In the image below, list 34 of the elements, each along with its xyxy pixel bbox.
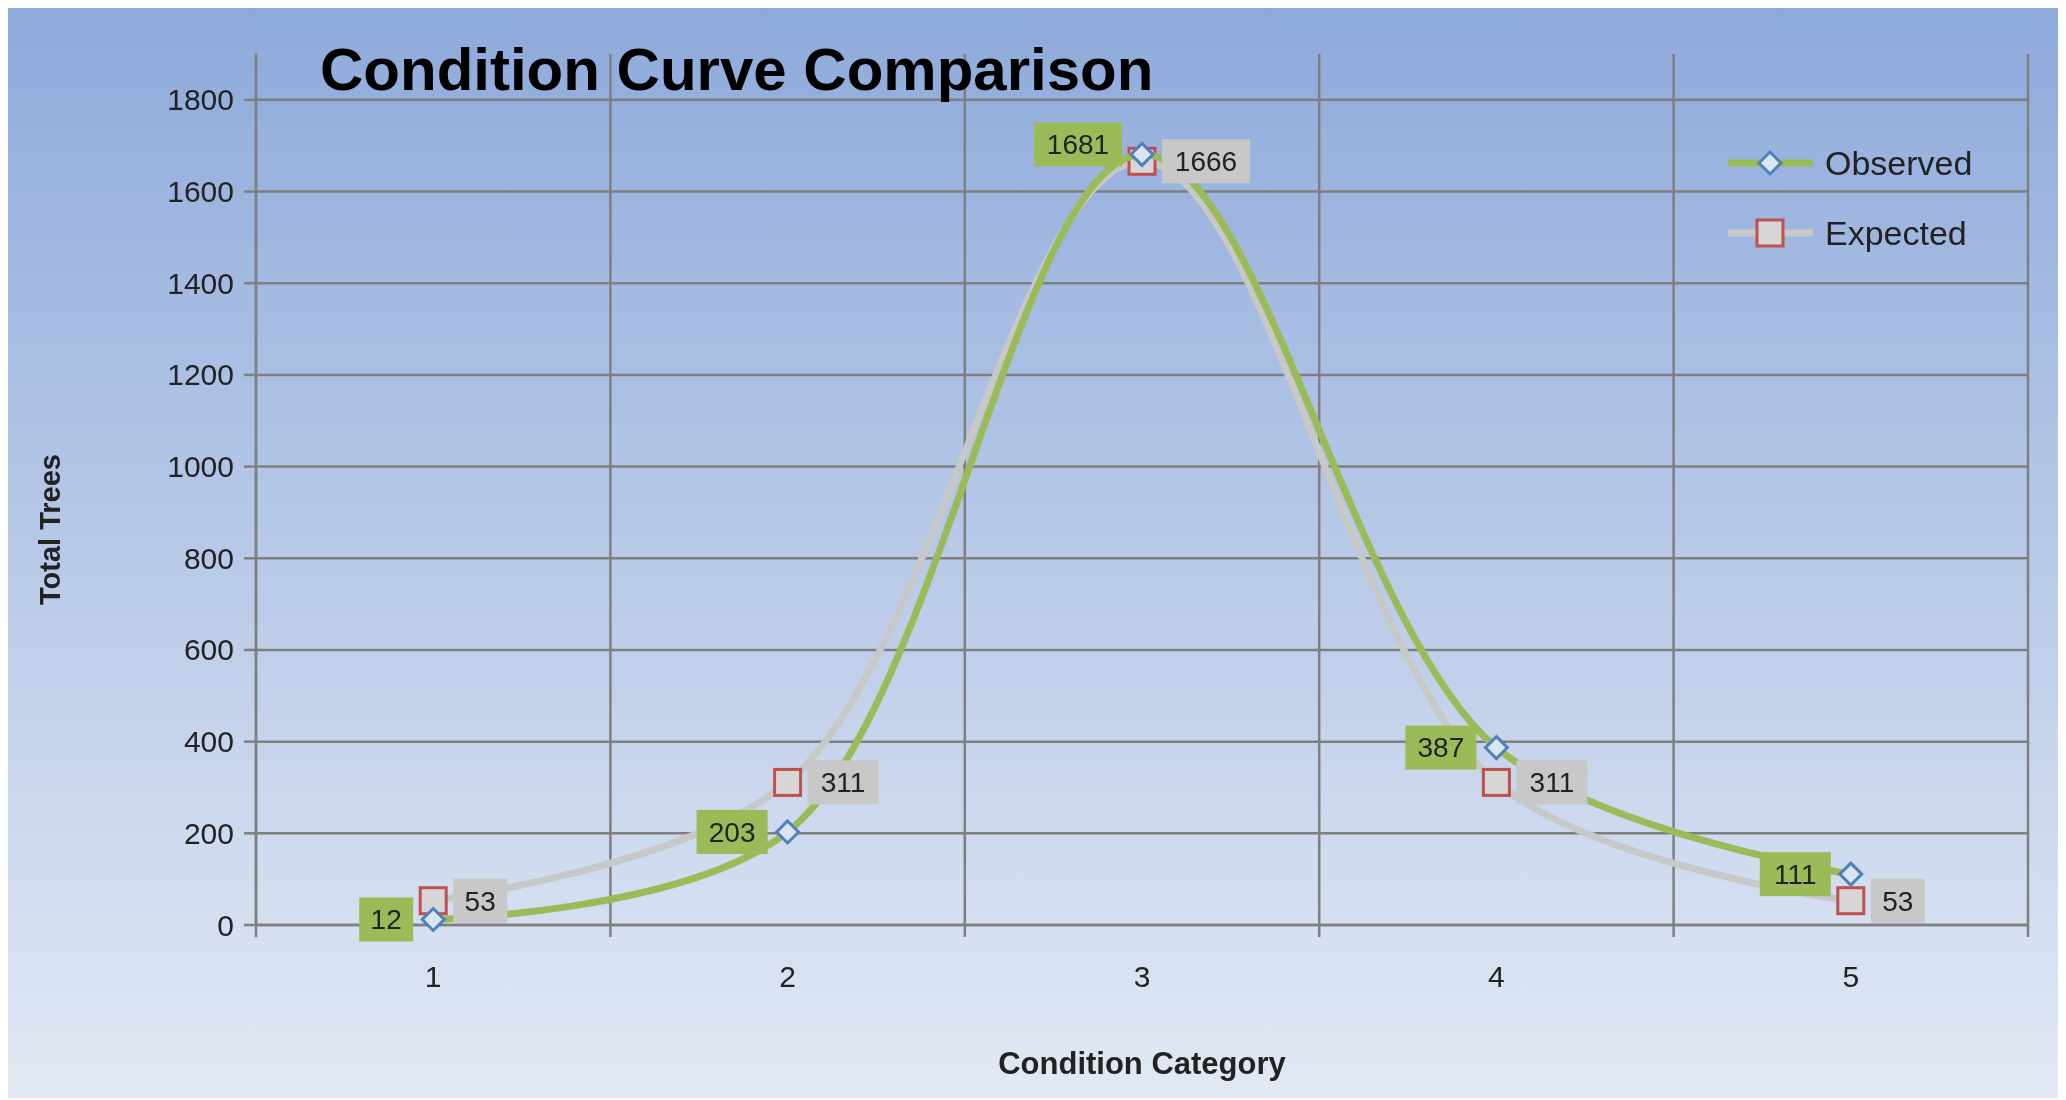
legend-label: Observed bbox=[1825, 143, 1973, 182]
data-label: 111 bbox=[1774, 858, 1817, 890]
x-axis-title: Condition Category bbox=[998, 1046, 1287, 1081]
data-label: 311 bbox=[1529, 767, 1575, 799]
y-tick-label: 1400 bbox=[167, 266, 234, 300]
legend-label: Expected bbox=[1825, 213, 1967, 252]
point bbox=[773, 767, 803, 797]
data-label: 53 bbox=[464, 885, 496, 917]
data-label: 12 bbox=[370, 904, 402, 936]
x-tick-label: 4 bbox=[1488, 960, 1505, 993]
y-tick-label: 1800 bbox=[167, 83, 234, 117]
y-tick-label: 1000 bbox=[167, 450, 234, 484]
point bbox=[418, 886, 448, 916]
data-label: 311 bbox=[820, 767, 866, 799]
y-axis-title: Total Trees bbox=[34, 454, 66, 605]
x-tick-label: 3 bbox=[1133, 960, 1151, 993]
y-tick-label: 800 bbox=[183, 541, 234, 575]
x-tick-label: 1 bbox=[424, 960, 442, 993]
y-tick-label: 200 bbox=[183, 816, 234, 850]
data-label: 387 bbox=[1417, 732, 1465, 764]
point bbox=[1481, 767, 1511, 797]
point bbox=[1836, 886, 1866, 916]
data-label: 53 bbox=[1882, 885, 1914, 917]
y-tick-label: 0 bbox=[217, 908, 234, 942]
data-label: 203 bbox=[708, 816, 756, 848]
y-tick-label: 600 bbox=[183, 633, 234, 667]
data-label: 1666 bbox=[1174, 146, 1238, 178]
data-label: 1681 bbox=[1046, 129, 1110, 161]
y-tick-label: 1200 bbox=[167, 358, 234, 392]
y-tick-label: 400 bbox=[183, 725, 234, 759]
x-tick-label: 2 bbox=[779, 960, 796, 993]
y-tick-label: 1600 bbox=[167, 175, 234, 209]
x-tick-label: 5 bbox=[1842, 960, 1860, 993]
chart-title: Condition Curve Comparison bbox=[320, 36, 1154, 103]
